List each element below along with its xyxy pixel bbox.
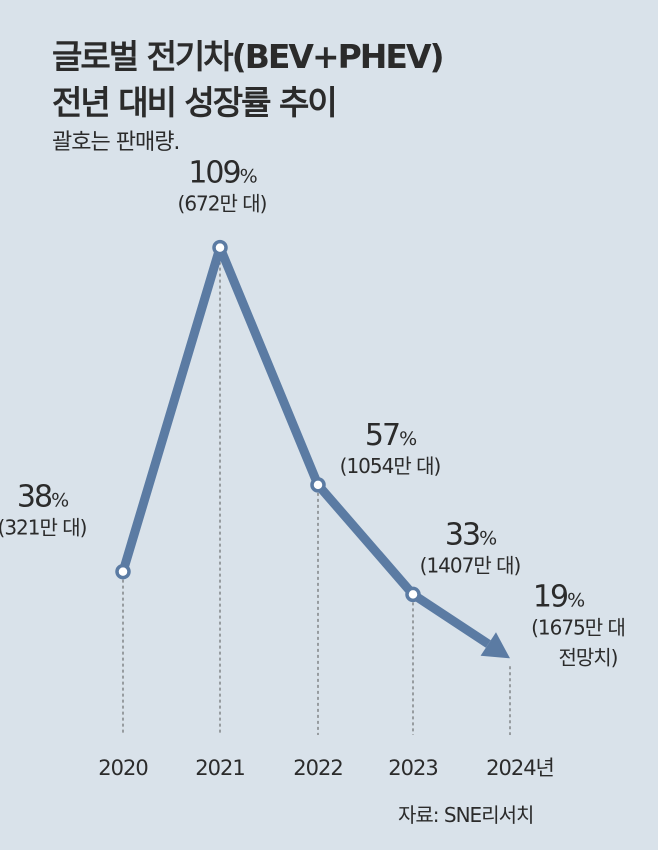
chart-title-line1: 글로벌 전기차(BEV+PHEV) <box>52 37 445 76</box>
data-label-note: 전망치) <box>558 645 617 669</box>
x-tick-label: 2024년 <box>486 756 554 780</box>
data-label-percent: 38% <box>17 480 68 515</box>
x-tick-label: 2021 <box>195 756 244 780</box>
source-note: 자료: SNE리서치 <box>398 803 534 827</box>
data-point <box>115 563 131 580</box>
data-label-percent: 109% <box>188 156 256 191</box>
data-label-sales: (1054만 대) <box>340 454 441 478</box>
data-point <box>405 586 421 603</box>
data-label-percent: 33% <box>445 517 496 552</box>
data-label-sales: (321만 대) <box>0 516 87 540</box>
x-tick-label: 2022 <box>293 756 342 780</box>
chart-subtitle: 괄호는 판매량. <box>52 130 180 155</box>
data-label-percent: 57% <box>365 418 416 453</box>
data-label-sales: (1675만 대 <box>531 615 625 639</box>
data-label-percent: 19% <box>533 579 584 614</box>
x-tick-label: 2023 <box>388 756 437 780</box>
data-point <box>212 239 228 256</box>
data-label-sales: (672만 대) <box>178 192 267 216</box>
data-label-sales: (1407만 대) <box>420 553 521 577</box>
x-tick-label: 2020 <box>98 756 147 780</box>
data-point <box>310 477 326 493</box>
series-line <box>118 243 491 648</box>
arrow-head <box>480 632 510 659</box>
chart-title-line2: 전년 대비 성장률 추이 <box>52 83 338 122</box>
